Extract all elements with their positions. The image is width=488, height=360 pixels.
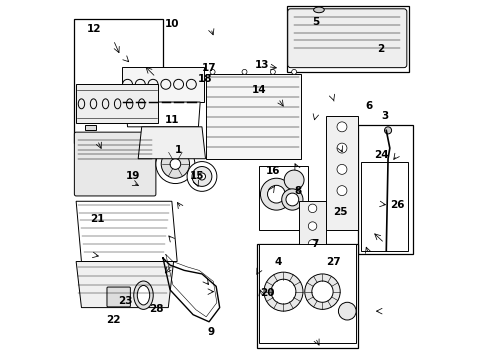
Polygon shape (299, 201, 325, 265)
Circle shape (284, 253, 289, 258)
Text: 25: 25 (332, 207, 347, 217)
Circle shape (384, 127, 391, 134)
Polygon shape (205, 74, 301, 159)
Circle shape (284, 170, 304, 190)
Text: 14: 14 (251, 85, 265, 95)
Circle shape (242, 69, 246, 75)
Text: 5: 5 (311, 17, 318, 27)
Text: 7: 7 (311, 239, 319, 249)
Circle shape (336, 186, 346, 195)
Bar (85, 125, 96, 130)
Text: 10: 10 (164, 19, 179, 29)
Circle shape (270, 69, 275, 75)
FancyBboxPatch shape (107, 287, 130, 307)
Ellipse shape (313, 7, 324, 13)
Polygon shape (122, 67, 203, 102)
Circle shape (307, 204, 316, 213)
Text: 13: 13 (254, 60, 269, 70)
Ellipse shape (137, 285, 149, 305)
Text: 6: 6 (364, 100, 371, 111)
Circle shape (336, 122, 346, 132)
Text: 19: 19 (125, 171, 140, 181)
Polygon shape (357, 125, 412, 255)
Polygon shape (256, 244, 357, 348)
Circle shape (336, 143, 346, 153)
Circle shape (281, 189, 303, 210)
Text: 9: 9 (207, 327, 214, 337)
Text: 28: 28 (148, 304, 163, 314)
Text: 20: 20 (260, 288, 274, 298)
Text: 15: 15 (189, 171, 203, 181)
Text: 18: 18 (198, 74, 212, 84)
Text: 8: 8 (293, 186, 301, 195)
Polygon shape (76, 201, 177, 261)
Circle shape (307, 222, 316, 230)
FancyBboxPatch shape (287, 9, 406, 68)
Polygon shape (360, 162, 407, 251)
Ellipse shape (133, 281, 153, 309)
Circle shape (284, 245, 289, 250)
Text: 17: 17 (202, 63, 216, 73)
Text: 11: 11 (164, 115, 179, 125)
Circle shape (311, 281, 332, 302)
Polygon shape (92, 99, 159, 123)
Circle shape (170, 159, 181, 169)
Circle shape (291, 69, 296, 75)
Text: 22: 22 (106, 315, 121, 325)
Circle shape (285, 193, 298, 206)
Circle shape (270, 279, 295, 304)
Polygon shape (258, 166, 307, 230)
Circle shape (336, 165, 346, 174)
Circle shape (210, 69, 215, 75)
Text: 23: 23 (118, 296, 133, 306)
Circle shape (307, 239, 316, 248)
Polygon shape (286, 6, 408, 72)
Circle shape (260, 178, 292, 210)
Polygon shape (258, 244, 355, 343)
Circle shape (284, 268, 289, 273)
Circle shape (304, 274, 340, 309)
Polygon shape (74, 19, 163, 143)
Circle shape (264, 272, 303, 311)
Text: 16: 16 (265, 166, 280, 176)
Polygon shape (125, 102, 200, 127)
Circle shape (284, 260, 289, 265)
Circle shape (161, 150, 189, 178)
Text: 1: 1 (175, 145, 182, 155)
Text: 27: 27 (325, 257, 340, 266)
Text: 2: 2 (377, 44, 384, 54)
Text: 12: 12 (86, 24, 101, 34)
Polygon shape (76, 261, 173, 307)
Circle shape (338, 302, 355, 320)
Circle shape (156, 145, 195, 184)
Text: 26: 26 (389, 200, 404, 210)
Circle shape (284, 276, 289, 281)
Text: 21: 21 (90, 214, 104, 224)
Polygon shape (325, 116, 357, 230)
Polygon shape (138, 127, 205, 159)
Text: 24: 24 (373, 150, 387, 160)
Circle shape (267, 185, 285, 203)
FancyBboxPatch shape (74, 132, 156, 196)
Text: 4: 4 (274, 257, 281, 266)
Circle shape (187, 162, 216, 192)
Circle shape (192, 167, 211, 186)
Circle shape (198, 173, 205, 180)
Polygon shape (76, 84, 157, 123)
Text: 3: 3 (380, 111, 387, 121)
